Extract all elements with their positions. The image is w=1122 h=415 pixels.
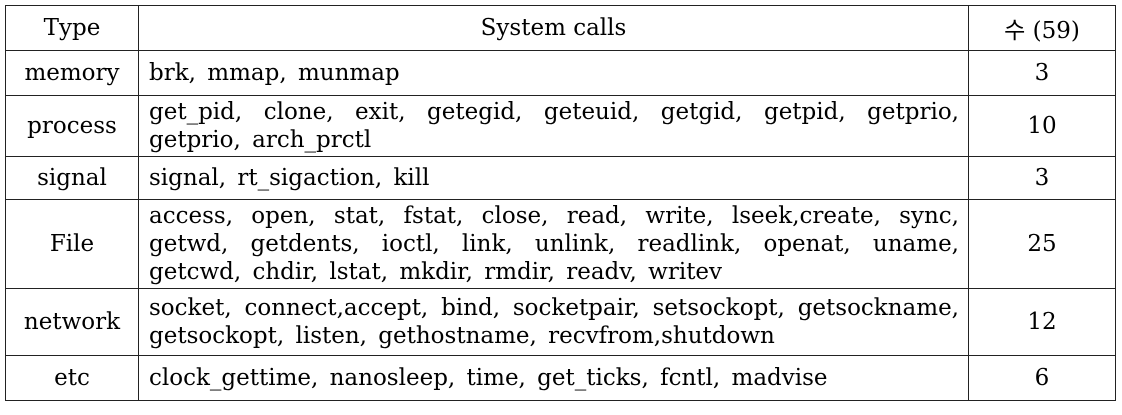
table-row: network socket, connect,accept, bind, so… [5,288,1116,356]
row-count: 25 [968,199,1116,289]
row-count: 3 [968,156,1116,200]
row-type: network [5,288,139,356]
header-count: 수 (59) [968,5,1116,51]
header-type: Type [5,5,139,51]
row-system-calls: socket, connect,accept, bind, socketpair… [138,288,969,356]
row-system-calls: brk, mmap, munmap [138,50,969,96]
row-count: 6 [968,355,1116,401]
header-system-calls: System calls [138,5,969,51]
header-row: Type System calls 수 (59) [5,5,1116,51]
table-row: process get_pid, clone, exit, getegid, g… [5,95,1116,157]
syscall-table: Type System calls 수 (59) memory brk, mma… [5,5,1116,401]
row-system-calls-text: clock_gettime, nanosleep, time, get_tick… [149,365,828,391]
row-type: File [5,199,139,289]
row-system-calls: clock_gettime, nanosleep, time, get_tick… [138,355,969,401]
row-system-calls: access, open, stat, fstat, close, read, … [138,199,969,289]
row-system-calls-text: brk, mmap, munmap [149,60,400,86]
row-count: 3 [968,50,1116,96]
table-row: File access, open, stat, fstat, close, r… [5,199,1116,289]
table-row: signal signal, rt_sigaction, kill 3 [5,156,1116,200]
row-system-calls-text: signal, rt_sigaction, kill [149,165,430,191]
row-system-calls: signal, rt_sigaction, kill [138,156,969,200]
row-system-calls: get_pid, clone, exit, getegid, geteuid, … [138,95,969,157]
row-type: process [5,95,139,157]
row-count: 10 [968,95,1116,157]
table-row: etc clock_gettime, nanosleep, time, get_… [5,355,1116,401]
row-type: memory [5,50,139,96]
row-type: signal [5,156,139,200]
row-count: 12 [968,288,1116,356]
row-system-calls-text: get_pid, clone, exit, getegid, geteuid, … [149,99,959,153]
row-type: etc [5,355,139,401]
row-system-calls-text: socket, connect,accept, bind, socketpair… [149,295,959,349]
row-system-calls-text: access, open, stat, fstat, close, read, … [149,203,959,285]
table-row: memory brk, mmap, munmap 3 [5,50,1116,96]
